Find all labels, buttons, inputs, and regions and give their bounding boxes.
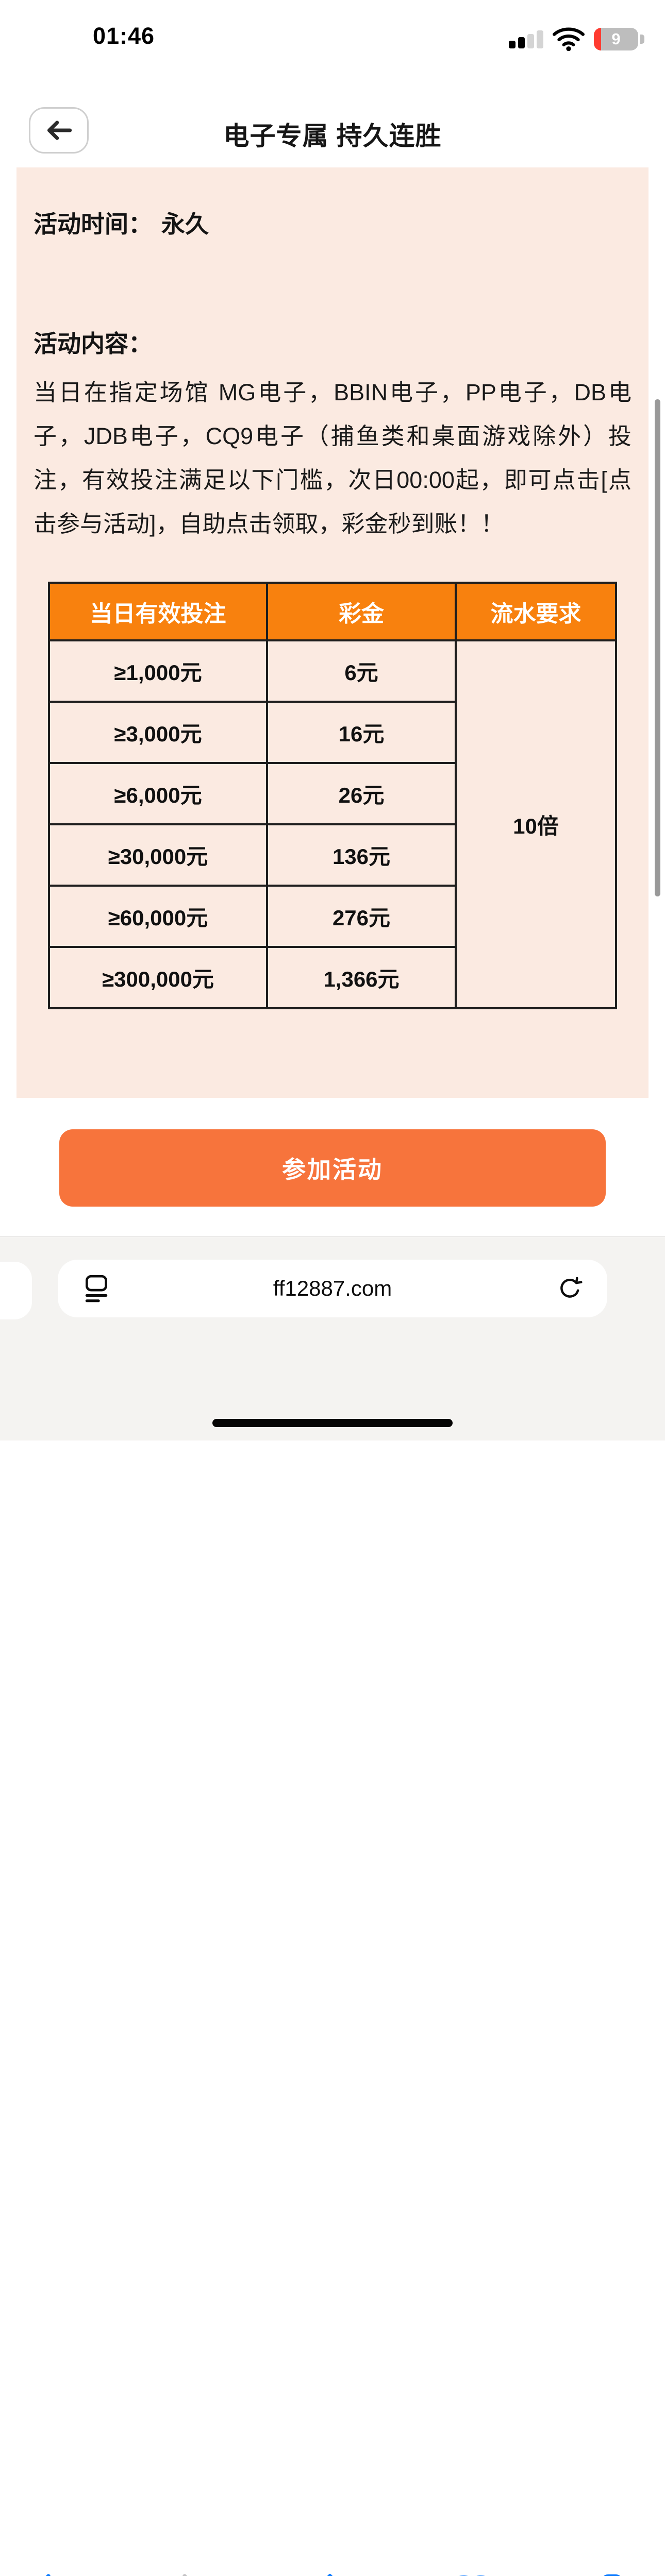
activity-time-value: 永久 bbox=[161, 211, 209, 238]
activity-content-heading: 活动内容： bbox=[34, 325, 631, 359]
page-menu-icon[interactable] bbox=[85, 1274, 108, 1303]
address-bar[interactable]: ff12887.com bbox=[58, 1260, 607, 1317]
bonus-cell: 1,366元 bbox=[267, 947, 456, 1008]
activity-description: 当日在指定场馆 MG电子，BBIN电子，PP电子，DB电子，JDB电子，CQ9电… bbox=[34, 370, 631, 546]
bookmarks-icon[interactable] bbox=[453, 2572, 492, 2576]
table-row: ≥1,000元 6元 10倍 bbox=[49, 640, 616, 702]
table-header-row: 当日有效投注 彩金 流水要求 bbox=[49, 583, 616, 640]
join-activity-button[interactable]: 参加活动 bbox=[59, 1129, 606, 1207]
header-bet: 当日有效投注 bbox=[49, 583, 267, 640]
activity-time-label: 活动时间： bbox=[34, 211, 152, 238]
battery-percent: 9 bbox=[594, 28, 638, 50]
page-title: 电子专属 持久连胜 bbox=[0, 115, 665, 152]
bonus-cell: 276元 bbox=[267, 886, 456, 947]
adjacent-tab-fragment[interactable] bbox=[0, 1262, 32, 1319]
header-bonus: 彩金 bbox=[267, 583, 456, 640]
bet-threshold-cell: ≥1,000元 bbox=[49, 640, 267, 702]
bonus-cell: 136元 bbox=[267, 824, 456, 886]
scrollbar[interactable] bbox=[655, 399, 660, 896]
safari-toolbar: ff12887.com bbox=[0, 1236, 665, 1440]
bet-threshold-cell: ≥3,000元 bbox=[49, 702, 267, 763]
rollover-cell: 10倍 bbox=[456, 640, 616, 1008]
browser-back-icon[interactable] bbox=[27, 2572, 58, 2576]
status-time: 01:46 bbox=[67, 23, 180, 49]
cellular-signal-icon bbox=[509, 30, 543, 48]
tabs-icon[interactable] bbox=[597, 2572, 634, 2576]
bet-threshold-cell: ≥30,000元 bbox=[49, 824, 267, 886]
bonus-cell: 16元 bbox=[267, 702, 456, 763]
refresh-icon[interactable] bbox=[558, 1276, 583, 1301]
bonus-table: 当日有效投注 彩金 流水要求 ≥1,000元 6元 10倍 ≥3,000元 16… bbox=[48, 582, 617, 1009]
bonus-cell: 26元 bbox=[267, 763, 456, 824]
iphone-screen: 01:46 9 电子专属 持久 bbox=[0, 0, 665, 1440]
browser-forward-icon[interactable] bbox=[175, 2572, 206, 2576]
bet-threshold-cell: ≥6,000元 bbox=[49, 763, 267, 824]
battery-icon: 9 bbox=[594, 28, 644, 50]
bet-threshold-cell: ≥300,000元 bbox=[49, 947, 267, 1008]
bonus-cell: 6元 bbox=[267, 640, 456, 702]
url-text: ff12887.com bbox=[58, 1276, 607, 1301]
home-indicator[interactable] bbox=[212, 1419, 453, 1427]
wifi-icon bbox=[553, 27, 585, 51]
header-rollover: 流水要求 bbox=[456, 583, 616, 640]
bet-threshold-cell: ≥60,000元 bbox=[49, 886, 267, 947]
share-icon[interactable] bbox=[313, 2572, 346, 2576]
status-icons: 9 bbox=[509, 27, 644, 52]
promo-panel: 活动时间： 永久 活动内容： 当日在指定场馆 MG电子，BBIN电子，PP电子，D… bbox=[16, 167, 649, 1098]
